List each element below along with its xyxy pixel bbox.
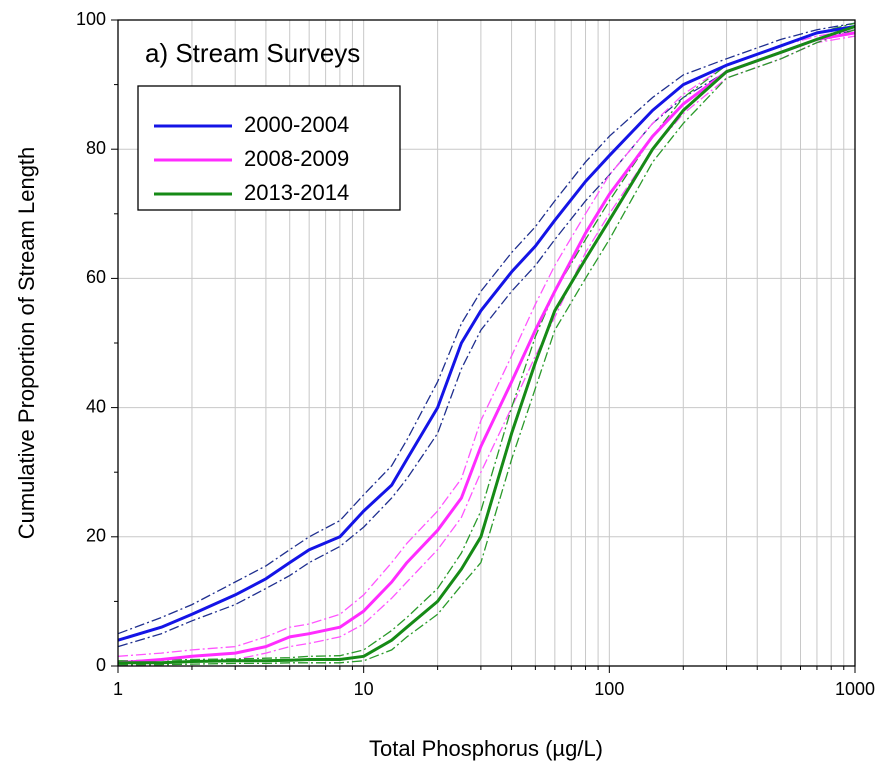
y-tick-label: 60 bbox=[86, 267, 106, 287]
legend-box bbox=[137, 85, 401, 211]
confidence-band-line bbox=[117, 29, 856, 657]
x-tick-label: 100 bbox=[594, 679, 624, 699]
legend-label: 2013-2014 bbox=[244, 180, 349, 205]
legend-label: 2008-2009 bbox=[244, 146, 349, 171]
plot-frame bbox=[117, 19, 856, 667]
x-tick-label: 1000 bbox=[835, 679, 875, 699]
y-tick-label: 40 bbox=[86, 396, 106, 416]
confidence-band-line bbox=[117, 22, 856, 635]
series-line bbox=[117, 25, 856, 642]
series-line bbox=[117, 31, 856, 665]
panel-title: a) Stream Surveys bbox=[145, 38, 360, 68]
y-tick-label: 0 bbox=[96, 655, 106, 675]
y-tick-label: 100 bbox=[76, 9, 106, 29]
confidence-band-line bbox=[117, 22, 856, 662]
x-tick-label: 10 bbox=[354, 679, 374, 699]
x-axis-label: Total Phosphorus (µg/L) bbox=[369, 736, 603, 761]
y-tick-label: 20 bbox=[86, 526, 106, 546]
y-tick-label: 80 bbox=[86, 138, 106, 158]
confidence-band-line bbox=[118, 29, 856, 666]
x-tick-label: 1 bbox=[113, 679, 123, 699]
series-line bbox=[118, 25, 856, 665]
y-axis-label: Cumulative Proportion of Stream Length bbox=[14, 147, 39, 540]
confidence-band-line bbox=[117, 35, 856, 667]
legend-label: 2000-2004 bbox=[244, 112, 349, 137]
